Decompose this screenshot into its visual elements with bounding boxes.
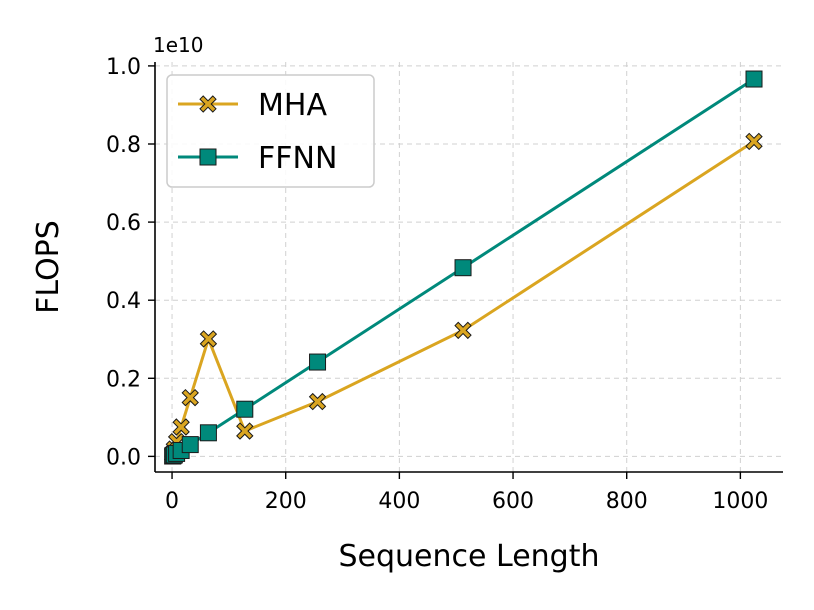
mha-marker [308, 392, 327, 411]
ffnn-marker [309, 353, 327, 371]
axes [154, 62, 783, 473]
series-layer [163, 70, 763, 465]
x-tick-label: 1000 [712, 489, 768, 514]
ffnn-marker [745, 70, 763, 88]
ffnn-marker [236, 400, 254, 418]
y-tick-label: 1.0 [106, 55, 141, 80]
x-tick-label: 600 [492, 489, 534, 514]
y-tick-label: 0.4 [106, 289, 141, 314]
mha-marker [454, 321, 472, 340]
y-tick-label: 0.2 [106, 367, 141, 392]
y-offset-label: 1e10 [153, 33, 203, 57]
ffnn-marker [199, 424, 217, 442]
legend-mha-marker [199, 95, 217, 113]
y-ticks: 0.0 0.2 0.4 0.6 0.8 1.0 [106, 55, 155, 470]
y-tick-label: 0.8 [106, 133, 141, 158]
ffnn-marker [454, 259, 472, 277]
y-axis-label: FLOPS [31, 220, 66, 314]
ffnn-marker [181, 436, 199, 454]
mha-marker [181, 388, 199, 407]
x-axis-label: Sequence Length [339, 539, 600, 574]
x-tick-label: 800 [606, 489, 648, 514]
y-tick-label: 0.6 [106, 211, 141, 236]
mha-marker [199, 330, 218, 348]
grid-lines [155, 62, 783, 472]
x-tick-label: 0 [165, 489, 179, 514]
x-tick-label: 200 [265, 489, 307, 514]
mha-marker [172, 418, 190, 436]
mha-line [171, 140, 755, 455]
y-tick-label: 0.0 [106, 445, 141, 470]
legend-ffnn-label: FFNN [258, 141, 337, 176]
legend-mha-label: MHA [258, 88, 327, 123]
legend: MHA FFNN [166, 74, 375, 188]
mha-marker [745, 132, 763, 151]
ffnn-series [164, 70, 763, 465]
x-tick-label: 400 [378, 489, 420, 514]
x-ticks: 0 200 400 600 800 1000 [165, 472, 768, 514]
mha-marker [236, 422, 254, 440]
legend-ffnn-marker [199, 148, 217, 166]
